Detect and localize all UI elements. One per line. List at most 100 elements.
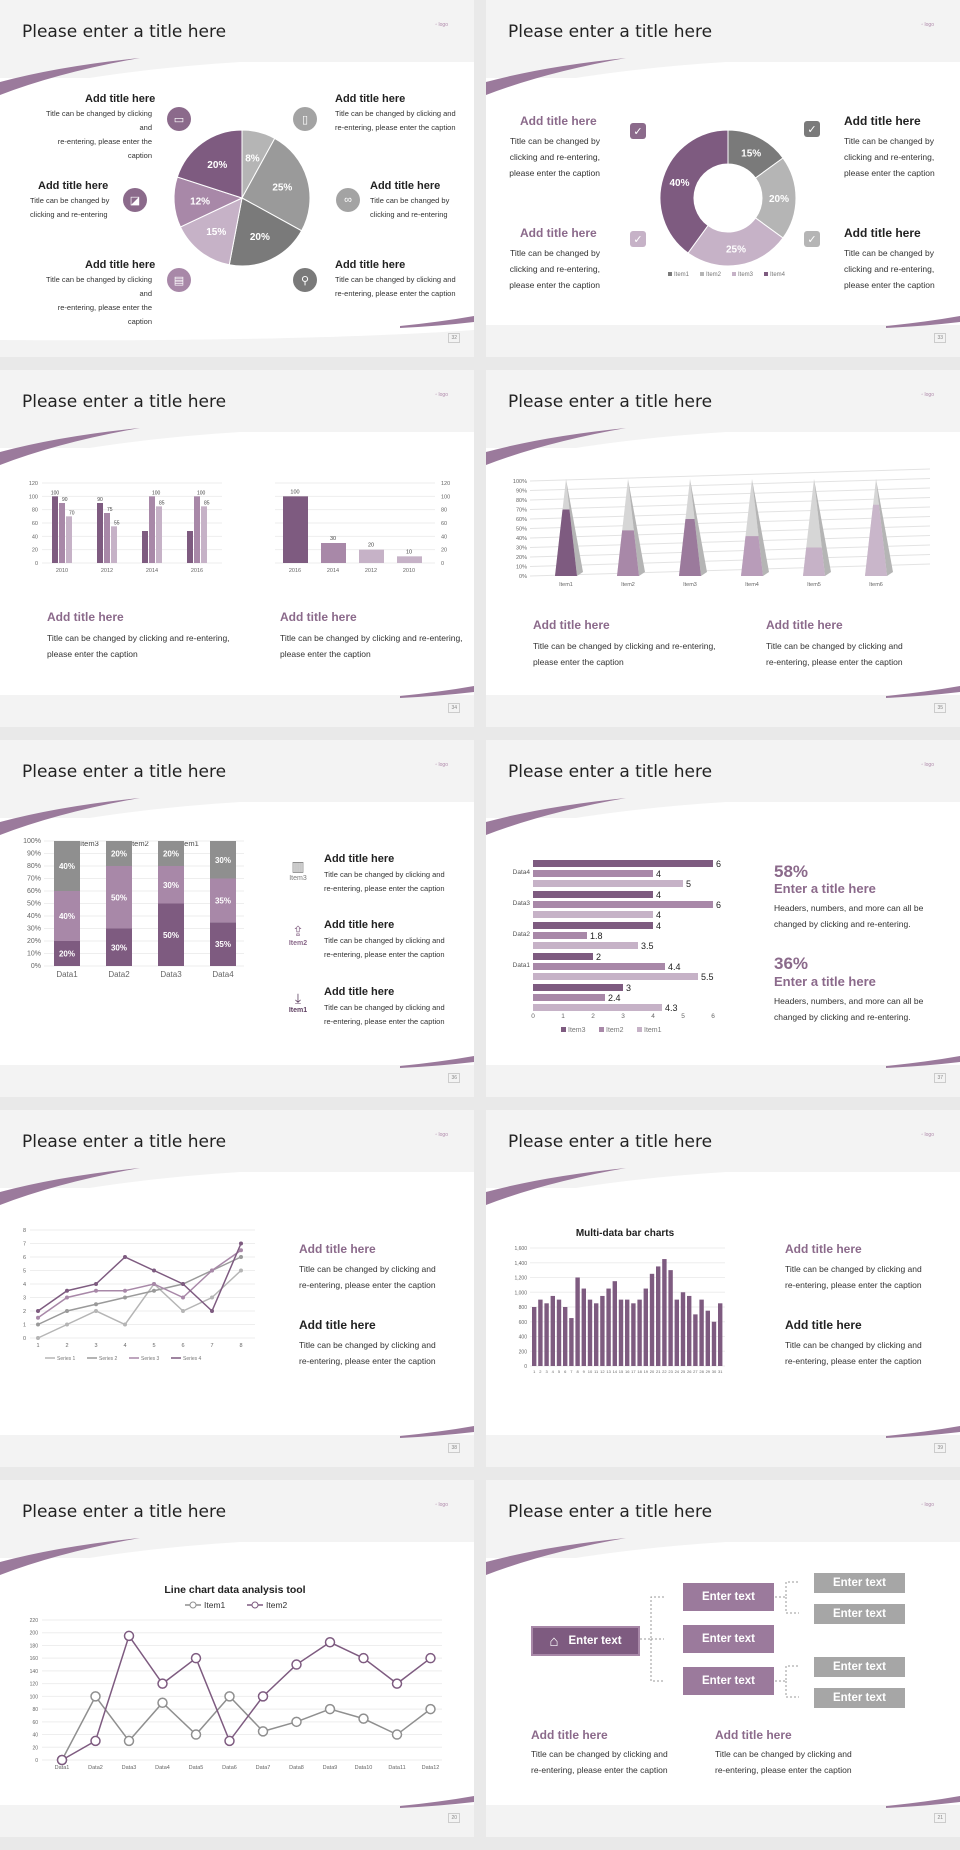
data-label: 4 [656, 890, 661, 900]
tick-label: 1,600 [514, 1246, 527, 1252]
stack-segment [106, 866, 132, 929]
tick-label: 100 [30, 1694, 39, 1700]
data-point [36, 1315, 40, 1320]
horizontal-bar-chart: Data4 6 4 5 Data3 4 6 4 Data2 4 1.8 3.5 Data1 2 4.4 5.5… [513, 859, 721, 1034]
legend-label: Item1 [204, 1600, 226, 1610]
category-label: Data12 [422, 1765, 440, 1771]
data-label: 4 [656, 910, 661, 920]
slice-label: 15% [741, 149, 761, 160]
stacked-bar-chart: Item3 Item2 Item1 0% 10% 20% 30% 40% 50% 60% 70% 80… [23, 838, 244, 979]
category-label: 11 [594, 1369, 599, 1374]
item-caption: Title can be changed by clicking and re-e… [509, 136, 600, 178]
bar [533, 1004, 662, 1011]
category-label: 1 [533, 1369, 536, 1374]
data-point [65, 1295, 69, 1300]
page-number: 35 [934, 703, 946, 713]
data-label: 30% [215, 856, 231, 865]
data-label: 2 [596, 952, 601, 962]
item-title: Add title here [299, 1242, 376, 1256]
bar [533, 880, 683, 887]
item-caption: Title can be changed by clicking and re-e… [299, 1264, 436, 1290]
logo: ▫ logo [921, 1502, 934, 1508]
data-label: 20 [368, 543, 374, 549]
category-label: Data4 [212, 970, 234, 979]
left-caption: Title can be changed by clicking and re-e… [531, 1749, 668, 1775]
category-label: 19 [644, 1369, 649, 1374]
tick-label: 20% [27, 938, 41, 945]
tick-label: 20 [32, 548, 38, 554]
monitor-icon: ▭ [167, 107, 191, 131]
data-point [123, 1630, 135, 1642]
slice-label: 20% [250, 232, 270, 243]
stack-segment [54, 941, 80, 966]
category-label: 3 [545, 1369, 548, 1374]
category-label: 27 [693, 1369, 698, 1374]
item-title: Add title here [324, 986, 395, 998]
item-title: Add title here [335, 259, 406, 271]
tick-label: 3 [94, 1343, 97, 1349]
tick-label: 60 [32, 1720, 38, 1726]
category-label: 2012 [101, 568, 113, 574]
legend-swatch [637, 1027, 642, 1032]
slide-title: Please enter a title here [508, 22, 713, 42]
category-label: Data1 [55, 1765, 70, 1771]
bar [156, 506, 162, 563]
category-label: Data4 [155, 1765, 170, 1771]
bar [718, 1303, 723, 1366]
legend-marker [189, 1601, 197, 1609]
slide-title: Please enter a title here [22, 392, 227, 412]
slice-label: 25% [726, 244, 746, 255]
legend-label: Item1 [674, 272, 690, 278]
stat-caption: Headers, numbers, and more can all be cha… [774, 903, 924, 929]
item-title: Add title here [844, 114, 921, 128]
tick-label: 800 [519, 1305, 528, 1311]
leaf-node: Enter text [814, 1604, 905, 1624]
bicycle-icon: ⚲ [293, 268, 317, 292]
data-point [152, 1268, 156, 1273]
binoculars-icon: ∞ [336, 188, 360, 212]
tick-label: 8 [239, 1343, 242, 1349]
item-icon-block: ⤓ Item1 [284, 990, 312, 1014]
data-label: 2.4 [608, 993, 621, 1003]
category-label: Item3 [683, 582, 697, 588]
category-label: Data10 [355, 1765, 373, 1771]
tick-label: 20% [516, 555, 527, 561]
bar [97, 503, 103, 563]
data-point [152, 1282, 156, 1286]
category-label: Item1 [559, 582, 573, 588]
tick-label: 1,200 [514, 1276, 527, 1282]
bar [397, 556, 422, 563]
category-label: Data2 [513, 931, 531, 938]
category-label: 25 [681, 1369, 686, 1374]
tick-label: 100 [441, 494, 450, 500]
data-label: 35% [215, 940, 231, 949]
data-label: 55 [114, 520, 120, 526]
pie-slice [241, 137, 311, 232]
stack-segment [54, 841, 80, 891]
tick-label: 80% [516, 498, 527, 504]
data-point [224, 1735, 235, 1747]
legend-label: Item1 [644, 1027, 662, 1034]
item-title: Add title here [785, 1242, 862, 1256]
gridline [529, 506, 931, 520]
tick-label: 120 [29, 481, 38, 487]
category-label: Data11 [388, 1765, 405, 1771]
pyramid-side [628, 479, 645, 576]
data-label: 30% [111, 943, 127, 952]
tick-label: 120 [30, 1682, 39, 1688]
tick-label: 2 [65, 1343, 68, 1349]
tick-label: 40% [27, 913, 41, 920]
tick-label: 140 [30, 1669, 39, 1675]
bar [674, 1299, 679, 1366]
tick-label: 10% [516, 565, 527, 571]
pyramid-fill [741, 536, 763, 576]
data-point [90, 1691, 101, 1702]
slice-label: 25% [272, 182, 292, 193]
tick-label: 60 [32, 521, 38, 527]
category-label: 9 [583, 1369, 586, 1374]
page-number: 32 [448, 333, 460, 343]
item-title: Add title here [520, 114, 597, 128]
right-title: Add title here [766, 618, 843, 632]
data-point [94, 1309, 98, 1313]
legend-label: Series 1 [57, 1356, 76, 1362]
